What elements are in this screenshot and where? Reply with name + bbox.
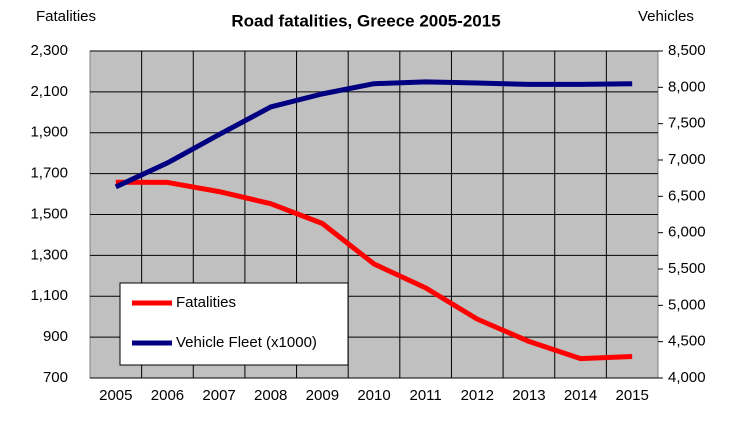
x-tick-label: 2008 <box>254 387 287 404</box>
x-tick-label: 2014 <box>564 387 597 404</box>
y2-tick-label: 8,000 <box>668 78 706 95</box>
y-tick-label: 1,900 <box>30 124 68 141</box>
chart-title: Road fatalities, Greece 2005-2015 <box>231 11 500 30</box>
y-tick-label: 1,100 <box>30 287 68 304</box>
y2-tick-label: 7,000 <box>668 151 706 168</box>
x-tick-label: 2005 <box>99 387 132 404</box>
legend-label: Fatalities <box>176 294 236 311</box>
y2-tick-label: 5,500 <box>668 260 706 277</box>
x-tick-label: 2010 <box>357 387 390 404</box>
legend-label: Vehicle Fleet (x1000) <box>176 334 317 351</box>
y-tick-label: 1,700 <box>30 165 68 182</box>
y2-tick-label: 6,000 <box>668 224 706 241</box>
y2-axis-label: Vehicles <box>638 8 694 25</box>
y-tick-label: 700 <box>43 369 68 386</box>
series-line <box>114 79 633 190</box>
y-axis-label: Fatalities <box>36 8 96 25</box>
x-tick-label: 2009 <box>306 387 339 404</box>
y2-tick-label: 7,500 <box>668 115 706 132</box>
x-tick-label: 2007 <box>202 387 235 404</box>
y-tick-label: 2,100 <box>30 83 68 100</box>
x-tick-label: 2015 <box>615 387 648 404</box>
x-tick-label: 2013 <box>512 387 545 404</box>
legend-box <box>119 282 349 366</box>
y2-tick-label: 8,500 <box>668 42 706 59</box>
y2-tick-label: 4,000 <box>668 369 706 386</box>
y-tick-label: 1,500 <box>30 205 68 222</box>
y-tick-label: 2,300 <box>30 42 68 59</box>
y2-tick-label: 5,000 <box>668 296 706 313</box>
series-line <box>115 179 633 362</box>
x-tick-label: 2006 <box>151 387 184 404</box>
y-tick-label: 900 <box>43 328 68 345</box>
y2-tick-label: 4,500 <box>668 333 706 350</box>
x-tick-label: 2011 <box>410 387 442 404</box>
y-tick-label: 1,300 <box>30 246 68 263</box>
y2-tick-label: 6,500 <box>668 187 706 204</box>
x-tick-label: 2012 <box>461 387 494 404</box>
